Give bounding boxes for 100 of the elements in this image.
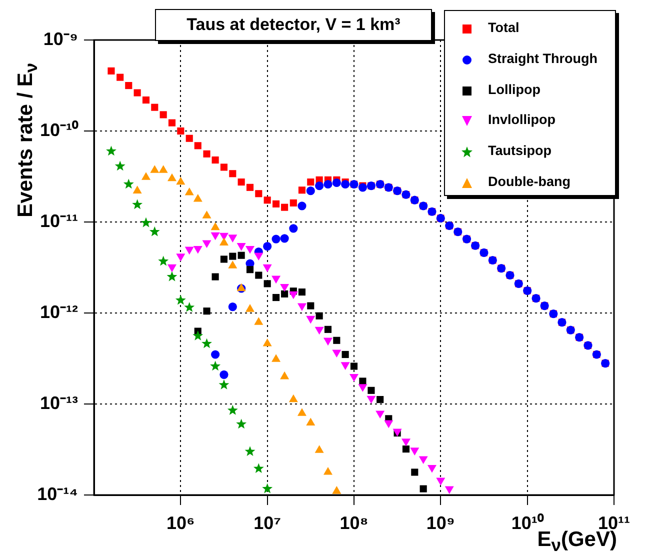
point (184, 187, 194, 196)
point (176, 176, 186, 185)
point (298, 202, 306, 210)
point (149, 226, 160, 236)
point (280, 284, 290, 292)
legend-label: Tautsipop (488, 143, 552, 158)
point (272, 276, 281, 284)
point (358, 183, 367, 192)
point (220, 256, 228, 263)
point (227, 404, 238, 415)
point (264, 280, 271, 288)
point (229, 170, 236, 178)
point (203, 150, 210, 158)
point (246, 246, 255, 254)
y-tick-label: 10⁻⁹ (43, 28, 78, 49)
point (333, 336, 340, 344)
point (106, 146, 116, 156)
legend-label: Total (488, 20, 520, 35)
point (151, 104, 158, 111)
point (350, 362, 358, 370)
point (254, 317, 264, 325)
point (202, 240, 212, 248)
point (168, 119, 176, 126)
point (264, 196, 271, 204)
y-tick-label: 10⁻¹⁴ (37, 484, 78, 504)
point (402, 445, 410, 453)
point (210, 232, 220, 240)
y-tick-label: 10⁻¹³ (40, 392, 78, 413)
point (420, 485, 427, 492)
point (116, 74, 124, 81)
point (150, 165, 160, 173)
point (315, 181, 324, 190)
point (246, 184, 254, 191)
point (332, 350, 342, 358)
point (342, 350, 349, 358)
point (366, 396, 376, 404)
point (272, 200, 280, 208)
x-tick-label: 10⁶ (166, 512, 195, 533)
point (262, 483, 273, 494)
point (194, 142, 202, 150)
point (202, 338, 212, 348)
point (238, 252, 245, 259)
point (166, 271, 178, 282)
point (140, 217, 152, 228)
y-tick-label: 10⁻¹⁰ (40, 120, 79, 140)
point (306, 316, 316, 324)
point (210, 360, 221, 371)
point (220, 370, 228, 379)
point (220, 164, 228, 171)
point (114, 160, 126, 171)
point (418, 456, 428, 464)
point (436, 478, 446, 486)
point (167, 173, 176, 182)
point (281, 204, 288, 211)
point (219, 238, 228, 246)
point (229, 252, 236, 260)
point (281, 290, 288, 298)
point (316, 312, 323, 320)
point (167, 264, 176, 272)
point (297, 303, 306, 311)
point (132, 199, 143, 210)
chart-title: Taus at detector, V = 1 km³ (155, 9, 432, 41)
point (253, 463, 264, 474)
point (272, 294, 280, 302)
point (175, 294, 186, 305)
point (125, 82, 132, 90)
legend-label: Straight Through (488, 50, 598, 66)
point (123, 178, 134, 189)
point (314, 326, 324, 335)
point (427, 465, 436, 473)
point (246, 304, 255, 312)
x-tick-label: 10⁹ (426, 512, 455, 533)
point (210, 222, 220, 230)
point (384, 420, 394, 428)
x-tick-label: 10⁷ (254, 512, 282, 533)
point (246, 266, 254, 274)
point (410, 448, 420, 456)
point (306, 186, 315, 196)
point (332, 178, 341, 188)
point (211, 350, 220, 359)
point (142, 96, 150, 104)
y-tick-label: 10⁻¹² (40, 302, 78, 322)
point (160, 111, 167, 118)
point (238, 178, 245, 186)
point (254, 252, 264, 261)
point (228, 302, 237, 312)
point (298, 186, 306, 194)
point (218, 379, 230, 390)
point (236, 418, 247, 429)
point (212, 273, 219, 280)
point (324, 326, 332, 333)
point (255, 272, 262, 279)
point (134, 89, 141, 96)
point (272, 234, 280, 244)
point (212, 156, 219, 164)
point (158, 256, 169, 266)
point (158, 165, 168, 173)
point (228, 234, 238, 242)
point (307, 178, 314, 186)
point (263, 242, 272, 251)
